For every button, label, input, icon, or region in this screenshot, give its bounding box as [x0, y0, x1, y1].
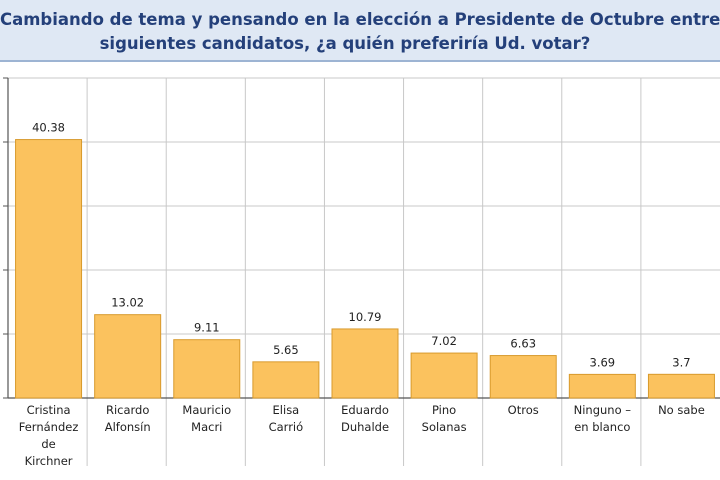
x-tick-label: Solanas — [422, 420, 467, 434]
bar — [568, 373, 636, 399]
data-label: 5.65 — [273, 343, 299, 357]
x-tick-label: No sabe — [658, 403, 705, 417]
x-tick-label: Mauricio — [182, 403, 231, 417]
x-tick-label: Cristina — [27, 403, 71, 417]
data-label: 9.11 — [194, 321, 220, 335]
x-tick-label: Fernández — [19, 420, 79, 434]
bar — [252, 361, 320, 399]
data-label: 13.02 — [111, 296, 144, 310]
data-label: 10.79 — [349, 310, 382, 324]
x-tick-label: Duhalde — [341, 420, 389, 434]
data-label: 3.69 — [590, 355, 616, 369]
x-tick-label: Ninguno – — [574, 403, 632, 417]
x-tick-label: en blanco — [574, 420, 630, 434]
x-tick-label: Otros — [508, 403, 539, 417]
bar — [15, 139, 83, 399]
x-tick-label: Macri — [191, 420, 222, 434]
x-tick-label: Ricardo — [106, 403, 149, 417]
x-tick-label: Alfonsín — [105, 420, 151, 434]
bar — [331, 328, 399, 399]
bar — [489, 355, 557, 399]
data-label: 6.63 — [510, 337, 536, 351]
data-label: 7.02 — [431, 334, 457, 348]
data-label: 3.7 — [672, 355, 690, 369]
x-tick-label: Elisa — [273, 403, 300, 417]
bar — [173, 339, 241, 399]
chart-title-line-2: siguientes candidatos, ¿a quién preferir… — [99, 34, 591, 53]
bar — [410, 352, 478, 399]
chart-title-line-1: Cambiando de tema y pensando en la elecc… — [0, 10, 720, 29]
x-tick-label: Pino — [432, 403, 456, 417]
bar — [94, 314, 162, 399]
chart-title-box: Cambiando de tema y pensando en la elecc… — [0, 0, 720, 62]
bar — [647, 373, 715, 399]
data-label: 40.38 — [32, 121, 65, 135]
bar-chart: 40.38 Cristina Fernández de Kirchner 13.02 Ric… — [3, 77, 720, 468]
x-tick-label: Carrió — [269, 420, 304, 434]
x-tick-label: Eduardo — [341, 403, 389, 417]
x-tick-label: de — [41, 437, 55, 451]
x-tick-label: Kirchner — [25, 454, 73, 468]
